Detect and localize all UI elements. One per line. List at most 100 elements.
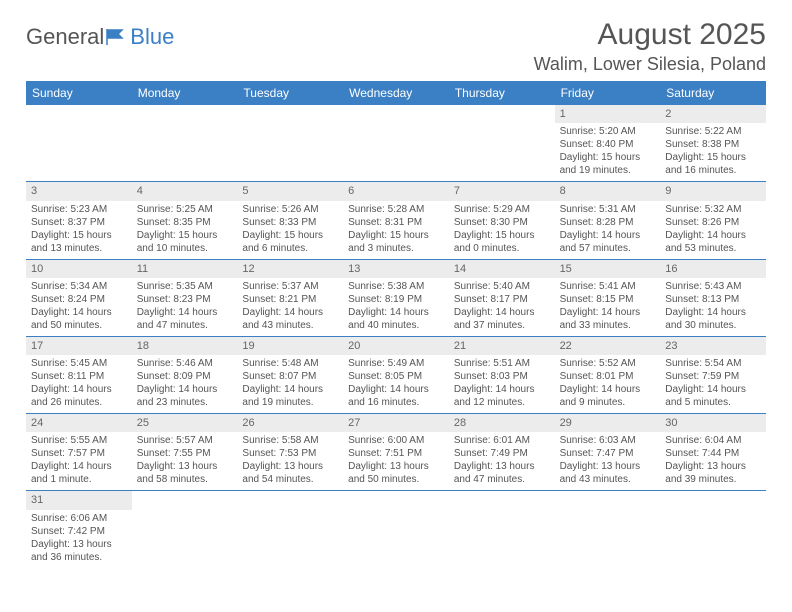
sunset-text: Sunset: 8:31 PM xyxy=(348,216,444,229)
month-title: August 2025 xyxy=(534,18,766,52)
daylight-text: Daylight: 14 hours and 37 minutes. xyxy=(454,306,550,332)
sunrise-text: Sunrise: 5:45 AM xyxy=(31,357,127,370)
day-number: 11 xyxy=(132,260,238,278)
day-number: 12 xyxy=(237,260,343,278)
daylight-text: Daylight: 14 hours and 23 minutes. xyxy=(137,383,233,409)
sunrise-text: Sunrise: 5:34 AM xyxy=(31,280,127,293)
day-info: Sunrise: 5:26 AMSunset: 8:33 PMDaylight:… xyxy=(237,201,343,259)
title-block: August 2025 Walim, Lower Silesia, Poland xyxy=(534,18,766,75)
day-number: 14 xyxy=(449,260,555,278)
sunset-text: Sunset: 8:35 PM xyxy=(137,216,233,229)
daylight-text: Daylight: 14 hours and 12 minutes. xyxy=(454,383,550,409)
sunset-text: Sunset: 8:37 PM xyxy=(31,216,127,229)
sunset-text: Sunset: 8:24 PM xyxy=(31,293,127,306)
sunrise-text: Sunrise: 6:00 AM xyxy=(348,434,444,447)
day-info: Sunrise: 5:31 AMSunset: 8:28 PMDaylight:… xyxy=(555,201,661,259)
day-info: Sunrise: 5:45 AMSunset: 8:11 PMDaylight:… xyxy=(26,355,132,413)
sunrise-text: Sunrise: 5:58 AM xyxy=(242,434,338,447)
day-cell: 11Sunrise: 5:35 AMSunset: 8:23 PMDayligh… xyxy=(132,260,238,336)
day-info: Sunrise: 5:32 AMSunset: 8:26 PMDaylight:… xyxy=(660,201,766,259)
sunrise-text: Sunrise: 5:32 AM xyxy=(665,203,761,216)
day-number: 27 xyxy=(343,414,449,432)
day-number: 17 xyxy=(26,337,132,355)
daylight-text: Daylight: 15 hours and 3 minutes. xyxy=(348,229,444,255)
sunset-text: Sunset: 7:57 PM xyxy=(31,447,127,460)
week-row: 10Sunrise: 5:34 AMSunset: 8:24 PMDayligh… xyxy=(26,260,766,337)
day-info: Sunrise: 5:41 AMSunset: 8:15 PMDaylight:… xyxy=(555,278,661,336)
day-cell: 19Sunrise: 5:48 AMSunset: 8:07 PMDayligh… xyxy=(237,337,343,413)
sunset-text: Sunset: 8:23 PM xyxy=(137,293,233,306)
empty-cell xyxy=(237,491,343,567)
day-number: 1 xyxy=(555,105,661,123)
day-number: 19 xyxy=(237,337,343,355)
day-cell: 10Sunrise: 5:34 AMSunset: 8:24 PMDayligh… xyxy=(26,260,132,336)
day-cell: 9Sunrise: 5:32 AMSunset: 8:26 PMDaylight… xyxy=(660,182,766,258)
daylight-text: Daylight: 15 hours and 19 minutes. xyxy=(560,151,656,177)
sunset-text: Sunset: 8:03 PM xyxy=(454,370,550,383)
day-cell: 24Sunrise: 5:55 AMSunset: 7:57 PMDayligh… xyxy=(26,414,132,490)
daylight-text: Daylight: 14 hours and 1 minute. xyxy=(31,460,127,486)
day-info: Sunrise: 5:43 AMSunset: 8:13 PMDaylight:… xyxy=(660,278,766,336)
day-number: 28 xyxy=(449,414,555,432)
sunrise-text: Sunrise: 5:22 AM xyxy=(665,125,761,138)
week-row: 17Sunrise: 5:45 AMSunset: 8:11 PMDayligh… xyxy=(26,337,766,414)
day-info: Sunrise: 5:34 AMSunset: 8:24 PMDaylight:… xyxy=(26,278,132,336)
daylight-text: Daylight: 14 hours and 5 minutes. xyxy=(665,383,761,409)
day-info: Sunrise: 5:23 AMSunset: 8:37 PMDaylight:… xyxy=(26,201,132,259)
day-number: 15 xyxy=(555,260,661,278)
sunset-text: Sunset: 8:15 PM xyxy=(560,293,656,306)
sunrise-text: Sunrise: 6:03 AM xyxy=(560,434,656,447)
day-cell: 16Sunrise: 5:43 AMSunset: 8:13 PMDayligh… xyxy=(660,260,766,336)
dayname-sun: Sunday xyxy=(26,81,132,105)
daylight-text: Daylight: 15 hours and 13 minutes. xyxy=(31,229,127,255)
day-cell: 14Sunrise: 5:40 AMSunset: 8:17 PMDayligh… xyxy=(449,260,555,336)
sunset-text: Sunset: 7:53 PM xyxy=(242,447,338,460)
sunset-text: Sunset: 8:09 PM xyxy=(137,370,233,383)
weeks-container: 1Sunrise: 5:20 AMSunset: 8:40 PMDaylight… xyxy=(26,105,766,568)
day-cell: 30Sunrise: 6:04 AMSunset: 7:44 PMDayligh… xyxy=(660,414,766,490)
day-info: Sunrise: 5:57 AMSunset: 7:55 PMDaylight:… xyxy=(132,432,238,490)
sunrise-text: Sunrise: 5:49 AM xyxy=(348,357,444,370)
sunrise-text: Sunrise: 5:48 AM xyxy=(242,357,338,370)
dayname-wed: Wednesday xyxy=(343,81,449,105)
day-info: Sunrise: 5:25 AMSunset: 8:35 PMDaylight:… xyxy=(132,201,238,259)
empty-cell xyxy=(449,105,555,181)
sunset-text: Sunset: 8:30 PM xyxy=(454,216,550,229)
week-row: 31Sunrise: 6:06 AMSunset: 7:42 PMDayligh… xyxy=(26,491,766,567)
sunset-text: Sunset: 8:21 PM xyxy=(242,293,338,306)
daylight-text: Daylight: 14 hours and 50 minutes. xyxy=(31,306,127,332)
sunrise-text: Sunrise: 5:37 AM xyxy=(242,280,338,293)
flag-icon xyxy=(106,28,128,46)
sunrise-text: Sunrise: 5:41 AM xyxy=(560,280,656,293)
daylight-text: Daylight: 13 hours and 58 minutes. xyxy=(137,460,233,486)
week-row: 1Sunrise: 5:20 AMSunset: 8:40 PMDaylight… xyxy=(26,105,766,182)
sunset-text: Sunset: 8:07 PM xyxy=(242,370,338,383)
sunset-text: Sunset: 7:49 PM xyxy=(454,447,550,460)
dayname-tue: Tuesday xyxy=(237,81,343,105)
empty-cell xyxy=(26,105,132,181)
daylight-text: Daylight: 14 hours and 26 minutes. xyxy=(31,383,127,409)
empty-cell xyxy=(132,105,238,181)
day-number: 13 xyxy=(343,260,449,278)
day-number: 21 xyxy=(449,337,555,355)
day-info: Sunrise: 5:55 AMSunset: 7:57 PMDaylight:… xyxy=(26,432,132,490)
logo: General Blue xyxy=(26,24,174,50)
day-number: 10 xyxy=(26,260,132,278)
daylight-text: Daylight: 14 hours and 53 minutes. xyxy=(665,229,761,255)
day-info: Sunrise: 5:51 AMSunset: 8:03 PMDaylight:… xyxy=(449,355,555,413)
day-number: 24 xyxy=(26,414,132,432)
sunset-text: Sunset: 8:11 PM xyxy=(31,370,127,383)
day-cell: 2Sunrise: 5:22 AMSunset: 8:38 PMDaylight… xyxy=(660,105,766,181)
day-number: 7 xyxy=(449,182,555,200)
sunrise-text: Sunrise: 5:55 AM xyxy=(31,434,127,447)
daylight-text: Daylight: 15 hours and 16 minutes. xyxy=(665,151,761,177)
empty-cell xyxy=(449,491,555,567)
sunrise-text: Sunrise: 5:25 AM xyxy=(137,203,233,216)
day-cell: 1Sunrise: 5:20 AMSunset: 8:40 PMDaylight… xyxy=(555,105,661,181)
day-info: Sunrise: 5:38 AMSunset: 8:19 PMDaylight:… xyxy=(343,278,449,336)
sunrise-text: Sunrise: 5:35 AM xyxy=(137,280,233,293)
day-cell: 25Sunrise: 5:57 AMSunset: 7:55 PMDayligh… xyxy=(132,414,238,490)
day-cell: 31Sunrise: 6:06 AMSunset: 7:42 PMDayligh… xyxy=(26,491,132,567)
daylight-text: Daylight: 15 hours and 6 minutes. xyxy=(242,229,338,255)
sunset-text: Sunset: 8:28 PM xyxy=(560,216,656,229)
